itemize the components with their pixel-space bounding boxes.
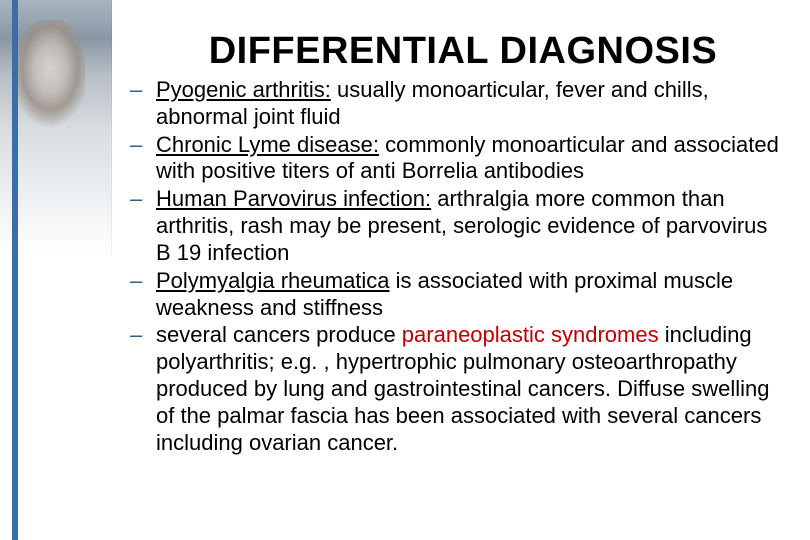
item-pre: several cancers produce: [156, 322, 402, 347]
list-item: Chronic Lyme disease: commonly monoartic…: [130, 132, 786, 186]
diagnosis-list: Pyogenic arthritis: usually monoarticula…: [112, 77, 786, 457]
list-item: Pyogenic arthritis: usually monoarticula…: [130, 77, 786, 131]
term-underline: Pyogenic arthritis:: [156, 77, 331, 102]
list-item: Human Parvovirus infection: arthralgia m…: [130, 186, 786, 266]
list-item: Polymyalgia rheumatica is associated wit…: [130, 268, 786, 322]
slide-content: DIFFERENTIAL DIAGNOSIS Pyogenic arthriti…: [0, 0, 810, 540]
highlight-term: paraneoplastic syndromes: [402, 322, 659, 347]
term-underline: Human Parvovirus infection:: [156, 186, 431, 211]
term-underline: Chronic Lyme disease:: [156, 132, 379, 157]
slide-title: DIFFERENTIAL DIAGNOSIS: [140, 30, 786, 73]
term-underline: Polymyalgia rheumatica: [156, 268, 390, 293]
list-item: several cancers produce paraneoplastic s…: [130, 322, 786, 456]
